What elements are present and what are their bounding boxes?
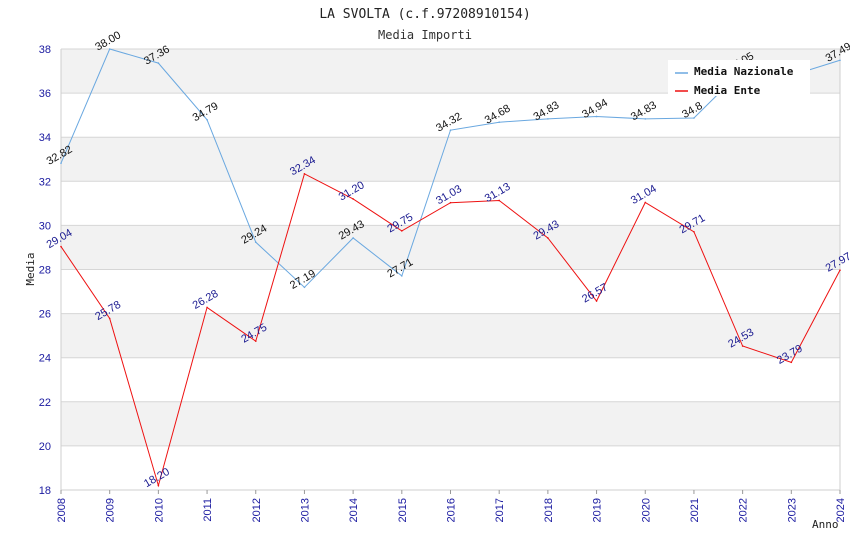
data-point-media-ente [157, 484, 160, 487]
data-point-media-ente [254, 340, 257, 342]
x-tick-label: 2019 [592, 498, 604, 522]
data-point-media-nazionale [254, 241, 257, 243]
data-point-media-ente [547, 237, 549, 239]
x-tick-label: 2017 [494, 498, 506, 522]
data-point-media-ente [401, 230, 403, 232]
data-point-media-nazionale [547, 118, 549, 120]
chart-title: LA SVOLTA (c.f.97208910154) [319, 7, 530, 22]
grid-band [61, 313, 840, 358]
y-axis-label: Media [24, 252, 37, 285]
data-point-media-ente [498, 199, 500, 202]
x-tick-label: 2008 [56, 498, 68, 522]
x-tick-label: 2021 [689, 498, 701, 522]
data-point-media-nazionale [401, 275, 403, 277]
data-point-media-nazionale [449, 129, 452, 131]
data-point-media-ente [352, 198, 354, 200]
data-point-media-ente [839, 269, 841, 271]
legend: Media Nazionale Media Ente [668, 60, 810, 97]
y-tick-label: 26 [39, 309, 51, 321]
grid-band [61, 357, 840, 402]
x-tick-label: 2013 [299, 498, 311, 522]
data-point-media-ente [693, 230, 695, 233]
y-tick-label: 18 [39, 485, 51, 497]
y-tick-label: 20 [39, 441, 51, 453]
data-point-media-nazionale [352, 237, 354, 239]
y-tick-label: 28 [39, 265, 51, 277]
x-tick-label: 2010 [153, 498, 165, 522]
y-tick-label: 30 [39, 220, 51, 232]
data-point-media-ente [741, 345, 744, 347]
data-point-media-nazionale [303, 286, 306, 289]
series-lines [60, 48, 841, 488]
data-point-media-ente [108, 317, 111, 320]
y-axis-ticks: 18 20 22 24 26 28 30 32 34 36 38 [39, 44, 51, 497]
data-point-media-nazionale [644, 118, 647, 120]
data-point-media-ente [644, 201, 647, 204]
grid-band [61, 401, 840, 446]
x-tick-label: 2014 [348, 498, 360, 522]
data-point-media-ente [206, 306, 208, 309]
data-point-media-ente [595, 300, 598, 302]
data-point-media-nazionale [693, 117, 695, 119]
grid-band [61, 137, 840, 182]
chart-subtitle: Media Importi [378, 28, 472, 42]
data-point-media-nazionale [108, 48, 111, 50]
data-point-media-nazionale [839, 59, 841, 62]
data-point-media-ente [449, 201, 452, 204]
data-point-media-nazionale [157, 62, 160, 64]
legend-box [668, 60, 810, 96]
x-tick-label: 2022 [738, 498, 750, 522]
data-point-media-ente [790, 361, 793, 364]
y-tick-label: 22 [39, 397, 51, 409]
x-tick-label: 2012 [251, 498, 263, 522]
y-tick-label: 24 [39, 353, 51, 365]
x-axis-label: Anno [812, 518, 839, 531]
data-point-media-ente [303, 173, 306, 175]
data-point-media-nazionale [498, 121, 500, 124]
grid-band [61, 445, 840, 490]
grid-band [61, 225, 840, 270]
x-tick-label: 2015 [397, 498, 409, 522]
data-point-media-nazionale [60, 162, 62, 165]
data-point-media-ente [60, 245, 62, 248]
y-tick-label: 34 [39, 132, 51, 144]
x-tick-label: 2011 [202, 498, 214, 522]
y-tick-label: 38 [39, 44, 51, 56]
x-tick-label: 2023 [786, 498, 798, 522]
legend-label-media-nazionale: Media Nazionale [694, 65, 794, 78]
x-tick-label: 2020 [640, 498, 652, 522]
x-tick-label: 2024 [835, 498, 847, 522]
grid-band [61, 269, 840, 314]
data-point-media-nazionale [595, 115, 598, 118]
background-bands [61, 49, 840, 490]
x-tick-label: 2018 [543, 498, 555, 522]
data-point-media-nazionale [206, 118, 208, 121]
y-tick-label: 32 [39, 176, 51, 188]
x-tick-label: 2016 [446, 498, 458, 522]
y-tick-label: 36 [39, 88, 51, 100]
legend-label-media-ente: Media Ente [694, 84, 761, 97]
x-tick-label: 2009 [105, 498, 117, 522]
x-axis-ticks: 2008 2009 2010 2011 2012 2013 2014 2015 2016 2017… [56, 490, 847, 522]
